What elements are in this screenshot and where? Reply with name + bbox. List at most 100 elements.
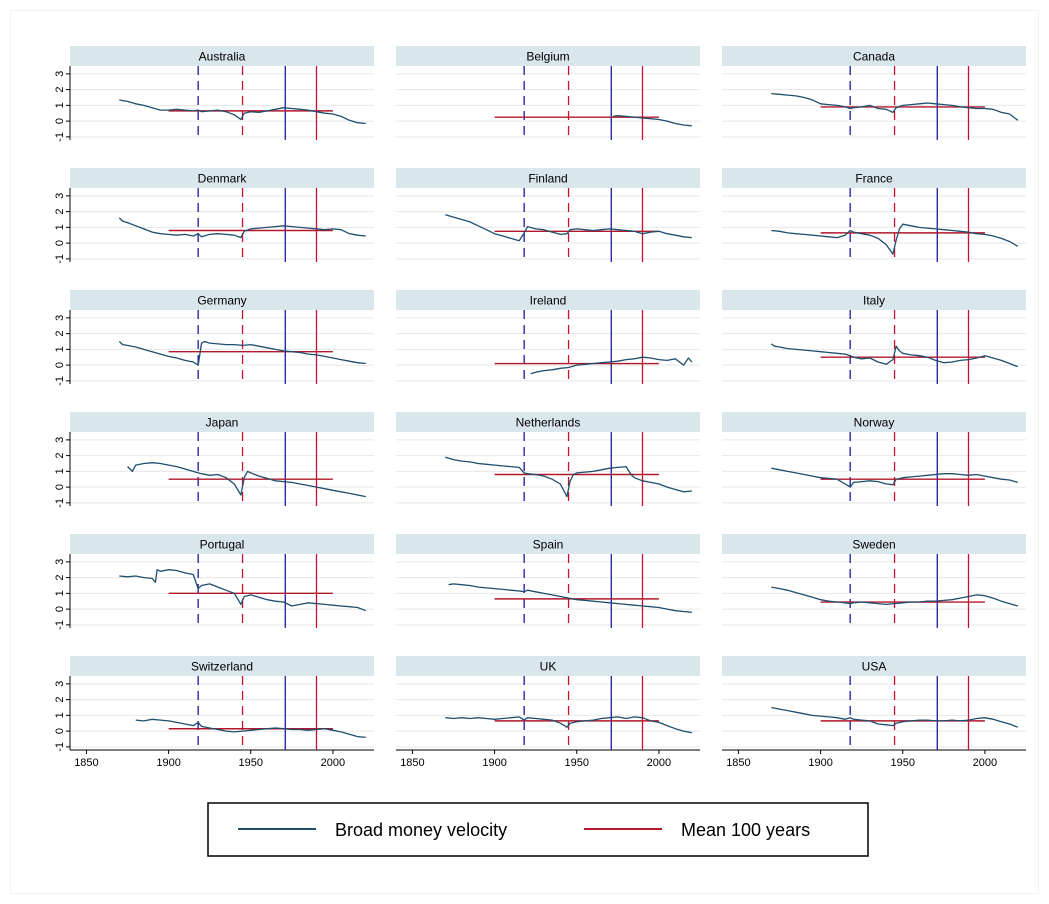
y-tick-label: 0 <box>54 240 66 246</box>
panel-header <box>70 656 374 676</box>
panel-belgium: Belgium <box>396 46 700 140</box>
panel-spain: Spain <box>396 534 700 628</box>
velocity-line <box>771 586 1018 607</box>
panel-header <box>722 46 1026 66</box>
x-tick-label: 1900 <box>808 757 832 769</box>
y-tick-label: 2 <box>54 331 66 337</box>
panel-sweden: Sweden <box>722 534 1026 628</box>
panel-ireland: Ireland <box>396 290 700 384</box>
velocity-line <box>118 217 366 239</box>
panel-japan: Japan -1 0 1 2 3 <box>54 412 374 508</box>
velocity-line <box>612 114 692 127</box>
y-tick-label: 1 <box>54 468 66 474</box>
velocity-line <box>119 569 367 612</box>
y-tick-label: 1 <box>54 590 66 596</box>
legend-label-velocity: Broad money velocity <box>335 820 507 840</box>
x-tick-label: 1900 <box>156 757 180 769</box>
panel-france: France <box>722 168 1026 262</box>
velocity-line <box>771 92 1019 121</box>
y-tick-label: 2 <box>54 575 66 581</box>
legend-label-mean: Mean 100 years <box>681 820 810 840</box>
y-tick-label: 2 <box>54 697 66 703</box>
panel-title: Belgium <box>526 50 569 64</box>
y-tick-label: 3 <box>54 681 66 687</box>
panel-title: Denmark <box>198 172 248 186</box>
panel-denmark: Denmark -1 0 1 2 3 <box>54 168 374 264</box>
panel-header <box>722 534 1026 554</box>
panel-header <box>396 412 700 432</box>
panel-australia: Australia -1 0 1 2 3 <box>54 46 374 142</box>
panel-germany: Germany -1 0 1 2 3 <box>54 290 374 386</box>
y-tick-label: 3 <box>54 437 66 443</box>
panel-norway: Norway <box>722 412 1026 506</box>
panel-canada: Canada <box>722 46 1026 140</box>
y-tick-label: 2 <box>54 209 66 215</box>
panel-header <box>722 412 1026 432</box>
x-tick-label: 1850 <box>74 757 98 769</box>
panel-title: Ireland <box>530 294 567 308</box>
velocity-line <box>445 214 692 242</box>
panel-title: Germany <box>197 294 246 308</box>
panel-header <box>70 290 374 310</box>
panel-header <box>70 534 374 554</box>
velocity-line <box>530 356 693 375</box>
y-tick-label: 3 <box>54 193 66 199</box>
small-multiples-chart: Australia -1 0 1 2 3 Belgium Canada Denmark -1 0 1 2… <box>54 46 1026 857</box>
panel-header <box>396 168 700 188</box>
panel-title: Spain <box>533 538 564 552</box>
panel-title: Netherlands <box>516 416 581 430</box>
y-tick-label: -1 <box>54 498 66 508</box>
panel-title: Australia <box>199 50 246 64</box>
velocity-line <box>771 223 1019 255</box>
velocity-line <box>118 340 366 366</box>
panel-title: UK <box>540 660 557 674</box>
y-tick-label: 1 <box>54 712 66 718</box>
y-tick-label: 2 <box>54 87 66 93</box>
panel-title: Italy <box>863 294 885 308</box>
y-tick-label: 3 <box>54 559 66 565</box>
x-tick-label: 1850 <box>400 757 424 769</box>
x-tick-label: 1950 <box>891 757 915 769</box>
panel-title: Portugal <box>200 538 245 552</box>
y-tick-label: 0 <box>54 606 66 612</box>
velocity-line <box>770 343 1019 368</box>
panel-portugal: Portugal -1 0 1 2 3 <box>54 534 374 630</box>
panel-title: Canada <box>853 50 895 64</box>
panel-header <box>396 290 700 310</box>
panel-header <box>396 534 700 554</box>
x-tick-label: 1850 <box>726 757 750 769</box>
panel-header <box>70 412 374 432</box>
panel-finland: Finland <box>396 168 700 262</box>
y-tick-label: -1 <box>54 254 66 264</box>
y-tick-label: -1 <box>54 620 66 630</box>
y-tick-label: 0 <box>54 728 66 734</box>
y-tick-label: -1 <box>54 132 66 142</box>
panel-netherlands: Netherlands <box>396 412 700 506</box>
y-tick-label: 1 <box>54 346 66 352</box>
legend-box <box>207 802 869 857</box>
velocity-line <box>127 462 366 498</box>
panel-switzerland: Switzerland -1 0 1 2 3 1850 1900 1950 2000 <box>54 656 374 769</box>
velocity-line <box>771 706 1019 728</box>
velocity-line <box>135 718 366 739</box>
panel-uk: UK 1850 1900 1950 2000 <box>396 656 700 769</box>
y-tick-label: 0 <box>54 118 66 124</box>
panel-header <box>722 290 1026 310</box>
panel-title: France <box>855 172 893 186</box>
y-tick-label: 2 <box>54 453 66 459</box>
velocity-line <box>448 583 692 613</box>
y-tick-label: -1 <box>54 742 66 752</box>
x-tick-label: 2000 <box>647 757 671 769</box>
panel-header <box>396 46 700 66</box>
velocity-line <box>445 456 692 498</box>
velocity-line <box>445 716 692 734</box>
panel-header <box>396 656 700 676</box>
panel-title: Japan <box>206 416 239 430</box>
panel-header <box>70 46 374 66</box>
panel-header <box>722 168 1026 188</box>
legend: Broad money velocity Mean 100 years <box>207 802 869 857</box>
velocity-line <box>771 467 1018 488</box>
figure-frame: Australia -1 0 1 2 3 Belgium Canada Denmark -1 0 1 2… <box>10 10 1039 894</box>
y-tick-label: 0 <box>54 484 66 490</box>
y-tick-label: 1 <box>54 102 66 108</box>
